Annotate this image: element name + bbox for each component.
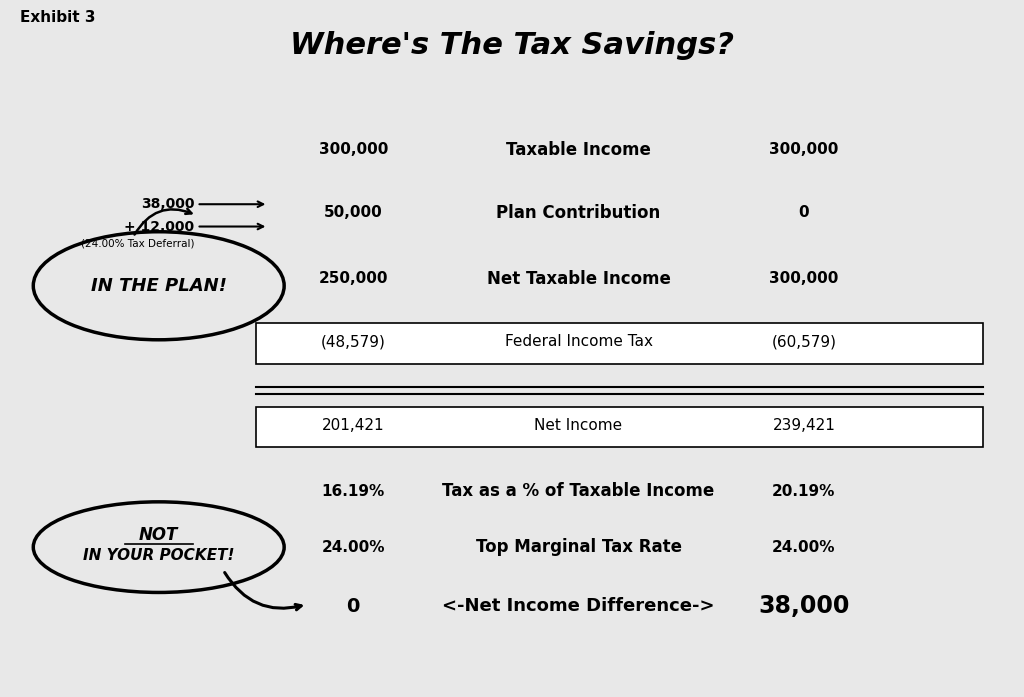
Text: 201,421: 201,421	[322, 418, 385, 433]
Text: + 12,000: + 12,000	[125, 220, 195, 233]
Text: Where's The Tax Savings?: Where's The Tax Savings?	[290, 31, 734, 60]
Text: Plan Contribution: Plan Contribution	[497, 204, 660, 222]
Text: 24.00%: 24.00%	[772, 539, 836, 555]
Text: (60,579): (60,579)	[771, 334, 837, 349]
Text: 16.19%: 16.19%	[322, 484, 385, 499]
Text: Tax as a % of Taxable Income: Tax as a % of Taxable Income	[442, 482, 715, 500]
FancyBboxPatch shape	[256, 323, 983, 364]
Text: 38,000: 38,000	[141, 197, 195, 211]
Text: Net Taxable Income: Net Taxable Income	[486, 270, 671, 288]
Text: 300,000: 300,000	[769, 142, 839, 158]
Text: 50,000: 50,000	[324, 205, 383, 220]
Text: Taxable Income: Taxable Income	[506, 141, 651, 159]
Text: (48,579): (48,579)	[321, 334, 386, 349]
Text: 250,000: 250,000	[318, 271, 388, 286]
Text: 38,000: 38,000	[758, 595, 850, 618]
Text: 300,000: 300,000	[318, 142, 388, 158]
Text: IN THE PLAN!: IN THE PLAN!	[91, 277, 226, 295]
Text: IN YOUR POCKET!: IN YOUR POCKET!	[83, 548, 234, 563]
FancyBboxPatch shape	[256, 407, 983, 447]
Text: (24.00% Tax Deferral): (24.00% Tax Deferral)	[82, 239, 195, 249]
Text: Top Marginal Tax Rate: Top Marginal Tax Rate	[475, 538, 682, 556]
Text: Exhibit 3: Exhibit 3	[20, 10, 96, 25]
Text: 0: 0	[346, 597, 360, 616]
Text: 20.19%: 20.19%	[772, 484, 836, 499]
Text: Federal Income Tax: Federal Income Tax	[505, 334, 652, 349]
Text: 300,000: 300,000	[769, 271, 839, 286]
Text: 239,421: 239,421	[772, 418, 836, 433]
Text: 24.00%: 24.00%	[322, 539, 385, 555]
Text: NOT: NOT	[139, 526, 178, 544]
Text: 0: 0	[799, 205, 809, 220]
Text: <-Net Income Difference->: <-Net Income Difference->	[442, 597, 715, 615]
Text: Net Income: Net Income	[535, 418, 623, 433]
